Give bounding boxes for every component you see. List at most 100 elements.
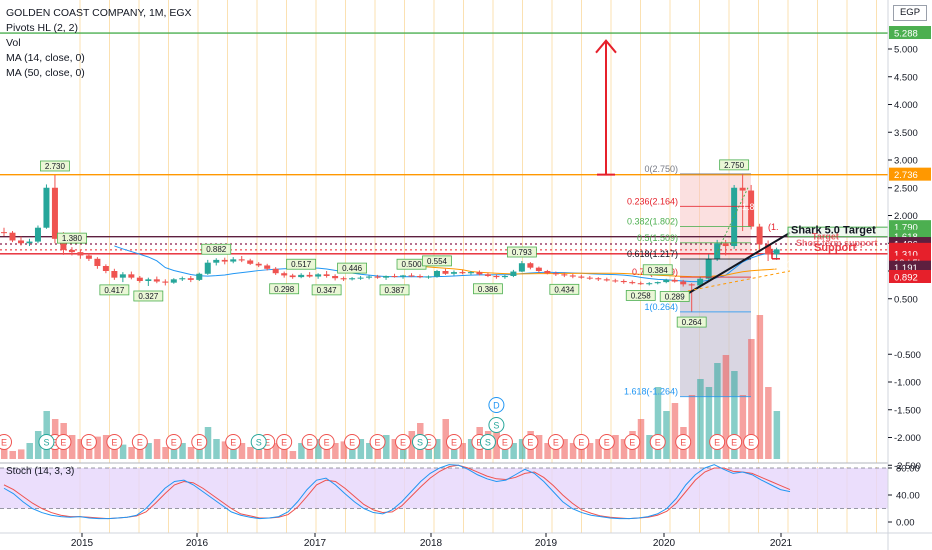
chart-title[interactable]: GOLDEN COAST COMPANY, 1M, EGX (6, 7, 192, 19)
fib-level-label: 1.618(-1.264) (624, 387, 678, 397)
candle-body (773, 249, 780, 255)
indicator-ma14[interactable]: MA (14, close, 0) (6, 52, 85, 64)
stoch-band (0, 468, 888, 509)
candle-body (255, 263, 262, 266)
candle-body (306, 274, 313, 277)
pivot-label: 0.298 (274, 285, 295, 294)
candle-body (34, 227, 41, 242)
volume-bar (383, 435, 390, 459)
candle-body (400, 275, 407, 277)
indicator-ma50[interactable]: MA (50, close, 0) (6, 67, 85, 79)
price-tag (889, 167, 931, 181)
earnings-event-icon (344, 434, 361, 450)
volume-bar (569, 443, 577, 459)
pivot-label-box (625, 290, 656, 301)
pivot-label-box (311, 284, 342, 296)
candle-body (1, 232, 7, 234)
target-sub-label: Target (812, 231, 839, 241)
candle-body (612, 280, 619, 282)
candle-body (187, 278, 194, 280)
candle-body (663, 279, 670, 283)
fib-level-label: 0.5(1.509) (637, 233, 678, 243)
earnings-event-icon (709, 434, 726, 450)
pivot-label-box (549, 283, 580, 295)
volume-bar (238, 443, 246, 459)
earnings-event-icon (55, 434, 72, 450)
trend-line (681, 231, 791, 298)
candle-body (119, 274, 126, 278)
indicator-vol[interactable]: Vol (6, 37, 21, 49)
candle-body (629, 282, 636, 284)
volume-bar (561, 439, 568, 459)
candle-body (425, 276, 432, 278)
shark-target-label: Shark 5.0 Target (791, 224, 876, 236)
volume-bar (34, 431, 42, 459)
candle-body (535, 267, 542, 271)
volume-bar (671, 403, 679, 459)
candle-body (561, 274, 568, 276)
volume-bar (281, 447, 288, 459)
x-tick-label: 2021 (770, 538, 793, 549)
earnings-event-icon (80, 434, 97, 450)
earnings-event-letter: E (731, 438, 737, 448)
pivot-label: 0.386 (478, 285, 499, 294)
volume-bar (272, 443, 280, 459)
volume-bar (765, 387, 772, 459)
candle-body (493, 275, 500, 278)
stoch-tick-label: 80.00 (896, 464, 920, 475)
candle-body (383, 275, 390, 278)
volume-bar (578, 447, 585, 459)
earnings-event-icon (522, 434, 539, 450)
earnings-event-letter: E (1, 438, 7, 448)
candle-body (722, 243, 729, 247)
pivot-label: 0.882 (206, 245, 227, 254)
candle-body (170, 279, 177, 283)
earnings-event-icon (726, 434, 743, 450)
fib-level-label: 0.382(1.802) (627, 216, 678, 226)
earnings-event-letter: E (171, 438, 177, 448)
earnings-event-letter: E (476, 438, 482, 448)
pivot-label: 2.750 (724, 161, 745, 170)
candle-body (544, 271, 551, 274)
fib-level-label: 0.618(1.217) (627, 249, 678, 259)
pivot-label: 0.554 (427, 257, 448, 266)
candle-body (196, 273, 203, 280)
pivot-label-box (473, 283, 503, 295)
candle-body (357, 277, 364, 279)
volume-bar (612, 435, 619, 459)
volume-bar (688, 395, 696, 459)
price-tag-label: 0.892 (894, 272, 918, 283)
pivot-label-box (506, 246, 537, 258)
volume-bar (349, 444, 356, 459)
split-event-icon (38, 434, 55, 450)
dashed-rise-line (715, 187, 749, 255)
earnings-event-letter: E (349, 438, 355, 448)
pivot-label-box (676, 316, 707, 328)
time-axis: 2015 2016 2017 2018 2019 2020 2021 (0, 532, 932, 549)
stoch-title[interactable]: Stoch (14, 3, 3) (6, 466, 75, 477)
candle-body (467, 272, 474, 274)
volume-bar (230, 444, 237, 459)
y-tick-label: 4.000 (894, 100, 918, 111)
y-tick-label: -1.000 (894, 378, 921, 389)
volume-bar (408, 431, 416, 459)
volume-bar (128, 447, 135, 459)
dividend-event-letter: D (493, 401, 500, 411)
candle-body (85, 255, 92, 259)
pivot-label-box (269, 283, 300, 295)
volume-bar (94, 436, 101, 459)
earnings-event-letter: E (196, 438, 202, 448)
price-tag-label: 5.288 (894, 29, 918, 40)
candle-body (221, 259, 228, 262)
candle-body (578, 276, 585, 278)
indicator-pivots[interactable]: Pivots HL (2, 2) (6, 22, 78, 34)
pivot-label-box (57, 232, 87, 244)
volume-bar (722, 355, 730, 459)
currency-badge[interactable]: EGP (893, 5, 927, 21)
earnings-event-icon (445, 434, 462, 450)
volume-bar (136, 449, 144, 459)
volume-bar (255, 449, 263, 459)
earnings-event-icon (225, 434, 242, 450)
